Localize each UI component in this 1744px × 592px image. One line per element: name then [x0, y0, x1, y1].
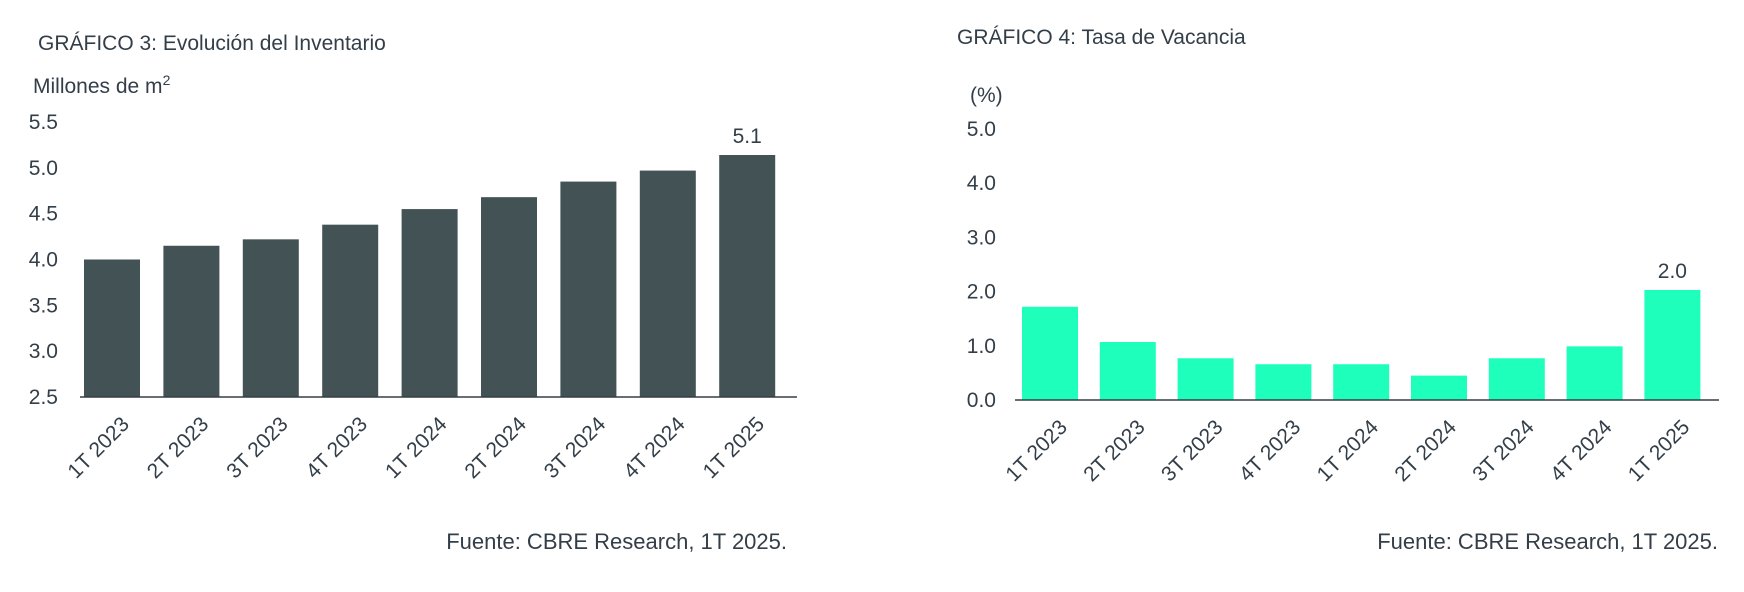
data-labels: 5.1	[733, 125, 762, 148]
x-tick-label: 4T 2023	[1235, 416, 1305, 486]
bar	[84, 259, 140, 397]
x-tick-label: 3T 2023	[222, 413, 292, 483]
bar	[719, 155, 776, 397]
bar	[401, 209, 458, 397]
bar	[1644, 289, 1701, 400]
bar	[1488, 358, 1545, 400]
y-axis-ticks: 0.0 1.0 2.0 3.0 4.0 5.0	[967, 118, 996, 412]
x-tick-label: 2T 2023	[1079, 416, 1149, 486]
y-tick-label: 3.0	[967, 226, 996, 249]
x-tick-label: 4T 2024	[619, 412, 690, 483]
x-tick-label: 4T 2023	[302, 413, 372, 483]
y-tick-label: 5.0	[967, 118, 996, 141]
source-note: Fuente: CBRE Research, 1T 2025.	[1377, 529, 1718, 554]
x-tick-label: 2T 2024	[460, 412, 531, 483]
bar	[322, 224, 379, 397]
y-tick-label: 4.0	[29, 249, 58, 272]
bar	[560, 181, 617, 397]
y-tick-label: 5.0	[29, 157, 58, 180]
source-note: Fuente: CBRE Research, 1T 2025.	[446, 529, 787, 554]
bars	[84, 155, 776, 397]
y-tick-label: 3.0	[29, 340, 58, 363]
x-tick-label: 1T 2023	[1001, 416, 1071, 486]
bar	[1099, 342, 1156, 400]
x-tick-label: 1T 2025	[699, 413, 769, 483]
bar	[481, 197, 537, 397]
y-tick-label: 3.5	[29, 294, 58, 317]
y-axis-unit-label: Millones de m2	[33, 72, 171, 98]
chart-title: GRÁFICO 3: Evolución del Inventario	[38, 32, 386, 55]
bar	[242, 239, 299, 397]
y-tick-label: 4.0	[967, 172, 996, 195]
y-tick-label: 5.5	[29, 111, 58, 134]
data-label: 5.1	[733, 125, 762, 148]
y-tick-label: 4.5	[29, 203, 58, 226]
data-label: 2.0	[1658, 260, 1687, 283]
bar	[1022, 306, 1078, 400]
chart-inventory: GRÁFICO 3: Evolución del Inventario Mill…	[29, 32, 797, 554]
x-tick-label: 3T 2024	[540, 412, 611, 483]
x-tick-label: 1T 2025	[1624, 416, 1694, 486]
bar	[1177, 358, 1234, 400]
y-axis-ticks: 2.5 3.0 3.5 4.0 4.5 5.0 5.5	[29, 111, 58, 409]
bar	[1411, 375, 1467, 400]
y-tick-label: 2.5	[29, 386, 58, 409]
data-labels: 2.0	[1658, 260, 1687, 283]
x-tick-label: 1T 2024	[381, 412, 452, 483]
bar	[1333, 364, 1390, 400]
x-tick-label: 1T 2023	[63, 413, 133, 483]
bar	[1566, 346, 1623, 400]
bar	[639, 170, 696, 397]
bar	[1255, 364, 1312, 400]
y-tick-label: 1.0	[967, 335, 996, 358]
bars	[1022, 289, 1701, 400]
chart-title: GRÁFICO 4: Tasa de Vacancia	[957, 26, 1246, 49]
x-tick-label: 2T 2023	[143, 413, 213, 483]
x-tick-label: 3T 2024	[1468, 415, 1539, 486]
chart-vacancy: GRÁFICO 4: Tasa de Vacancia (%) 0.0 1.0 2.…	[957, 26, 1719, 554]
x-tick-label: 4T 2024	[1546, 415, 1617, 486]
x-axis-ticks: 1T 2023 2T 2023 3T 2023 4T 2023 1T 2024 2T 20…	[63, 412, 769, 483]
y-tick-label: 0.0	[967, 389, 996, 412]
x-tick-label: 1T 2024	[1313, 415, 1384, 486]
x-tick-label: 2T 2024	[1390, 415, 1461, 486]
x-tick-label: 3T 2023	[1157, 416, 1227, 486]
y-tick-label: 2.0	[967, 281, 996, 304]
x-axis-ticks: 1T 2023 2T 2023 3T 2023 4T 2023 1T 2024 2T 20…	[1001, 415, 1694, 486]
y-axis-unit-label: (%)	[970, 84, 1003, 107]
bar	[163, 245, 220, 397]
